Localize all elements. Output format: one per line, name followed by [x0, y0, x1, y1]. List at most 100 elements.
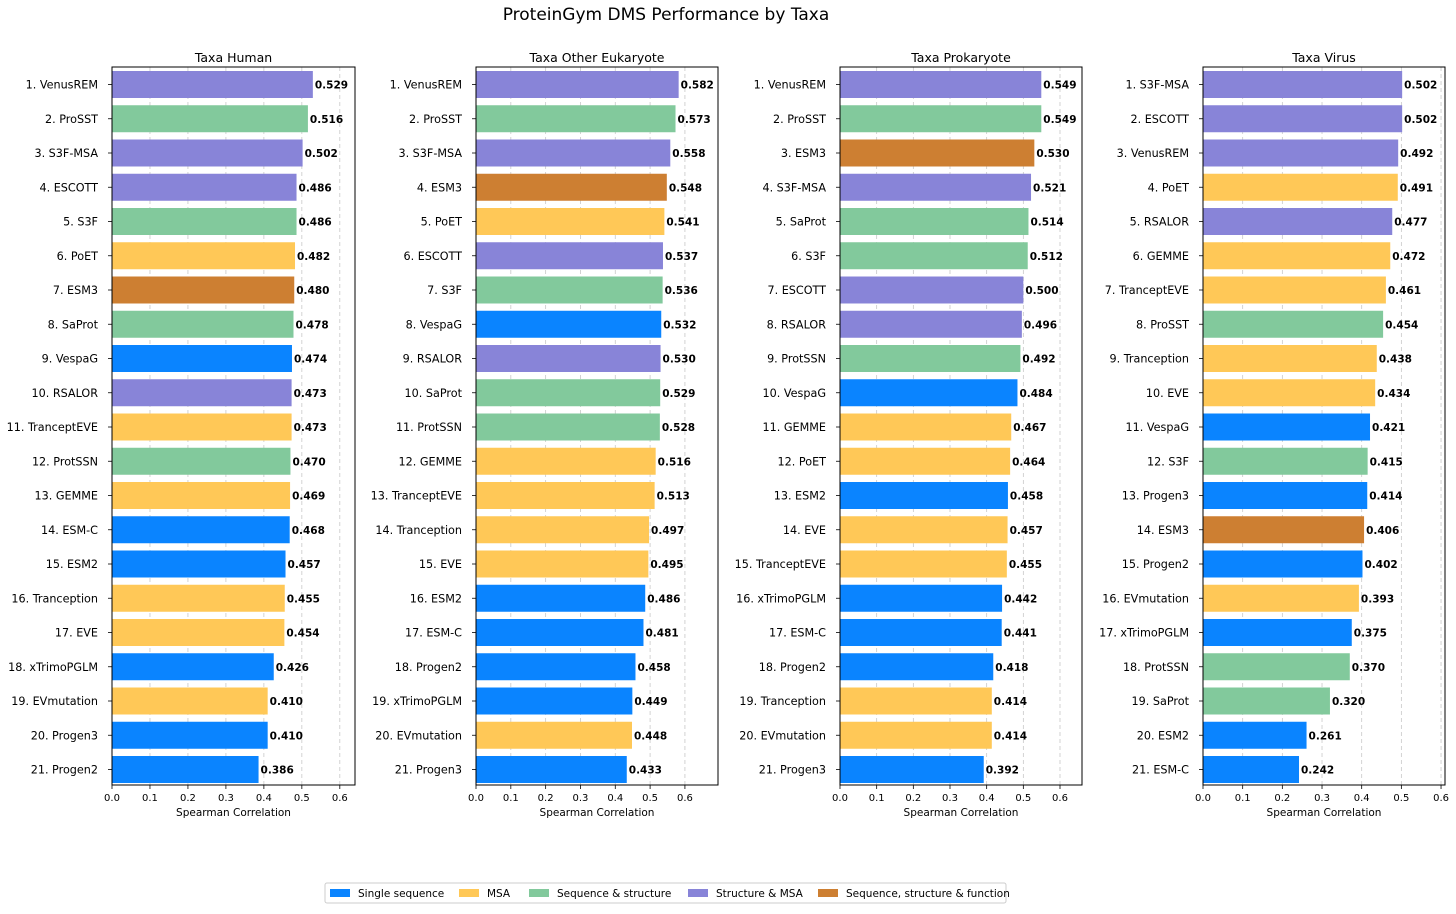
y-tick-label: 20. EVmutation	[375, 729, 462, 742]
bar-value-label: 0.513	[657, 491, 690, 503]
bar	[112, 276, 295, 304]
y-tick-label: 9. ProtSSN	[767, 353, 826, 366]
y-tick-label: 5. S3F	[63, 216, 98, 229]
bar-value-label: 0.370	[1352, 662, 1385, 674]
x-tick-label: 0.0	[104, 793, 120, 804]
bar-value-label: 0.477	[1394, 217, 1427, 229]
y-tick-label: 8. ProSST	[1136, 318, 1189, 331]
x-tick-label: 0.1	[142, 793, 158, 804]
bar-value-label: 0.454	[1385, 319, 1418, 331]
bar	[1203, 413, 1371, 441]
y-tick-label: 21. Progen3	[395, 764, 462, 777]
bar-value-label: 0.472	[1392, 251, 1425, 263]
y-tick-label: 20. Progen3	[31, 729, 98, 742]
y-tick-label: 4. ESM3	[417, 181, 462, 194]
bar	[1203, 105, 1403, 133]
bar	[840, 584, 1003, 612]
bar	[476, 242, 663, 270]
bar	[840, 413, 1012, 441]
bar-value-label: 0.491	[1400, 182, 1433, 194]
bar	[1203, 482, 1368, 509]
y-tick-label: 17. ESM-C	[405, 627, 462, 640]
y-tick-label: 16. EVmutation	[1102, 592, 1189, 605]
y-tick-label: 9. RSALOR	[403, 353, 463, 366]
legend-label: MSA	[487, 888, 511, 900]
y-tick-label: 3. S3F-MSA	[398, 147, 462, 160]
bar	[476, 379, 661, 407]
bar-value-label: 0.421	[1372, 422, 1405, 434]
bar-value-label: 0.402	[1364, 559, 1397, 571]
bar-value-label: 0.455	[1009, 559, 1042, 571]
bar	[840, 105, 1042, 133]
plot-frame	[839, 66, 1083, 786]
bar	[476, 105, 676, 133]
bar	[476, 413, 660, 441]
y-tick-label: 14. Tranception	[375, 524, 462, 537]
y-tick-label: 5. SaProt	[776, 216, 827, 229]
bar-value-label: 0.512	[1030, 251, 1063, 263]
y-tick-label: 8. VespaG	[406, 318, 462, 331]
bar-value-label: 0.415	[1370, 456, 1403, 468]
y-tick-label: 12. PoET	[778, 455, 827, 468]
bar	[840, 345, 1021, 372]
x-tick-label: 0.5	[294, 793, 310, 804]
bar	[476, 550, 649, 578]
bar-value-label: 0.474	[294, 354, 327, 366]
bar	[1203, 345, 1377, 372]
x-tick-label: 0.6	[1052, 793, 1068, 804]
y-tick-label: 1. VenusREM	[26, 79, 98, 92]
bar	[112, 619, 285, 646]
bar-value-label: 0.470	[292, 456, 325, 468]
bar	[840, 550, 1007, 578]
legend-box	[324, 882, 1007, 904]
chart-panel: Taxa Virus 0.0 0.1 0.2 0.3 0.4 0.5 0.6 1. S3F-MS…	[1099, 50, 1449, 819]
y-tick-label: 2. ProSST	[45, 113, 98, 126]
bar-value-label: 0.410	[270, 730, 303, 742]
y-tick-label: 19. Tranception	[739, 695, 826, 708]
x-tick-label: 0.1	[869, 793, 885, 804]
bar	[840, 242, 1028, 270]
bar	[112, 721, 268, 749]
y-tick-label: 6. PoET	[57, 250, 98, 263]
bar	[112, 550, 286, 578]
bar	[112, 482, 291, 509]
y-tick-label: 7. S3F	[427, 284, 462, 297]
bar-value-label: 0.536	[665, 285, 698, 297]
bar-value-label: 0.532	[663, 319, 696, 331]
bar	[476, 687, 633, 715]
y-tick-label: 14. ESM3	[1137, 524, 1189, 537]
bar	[112, 71, 313, 98]
x-tick-label: 0.2	[905, 793, 921, 804]
bar	[112, 413, 292, 441]
bar	[476, 173, 667, 201]
bar	[1203, 550, 1363, 578]
bar-value-label: 0.393	[1361, 593, 1394, 605]
bar-value-label: 0.548	[669, 182, 702, 194]
bar	[1203, 687, 1330, 715]
bar	[1203, 139, 1399, 167]
bar-value-label: 0.406	[1366, 525, 1399, 537]
bar-value-label: 0.457	[1010, 525, 1043, 537]
bar-value-label: 0.480	[296, 285, 329, 297]
plot-frame	[1202, 66, 1446, 786]
bar	[112, 447, 291, 475]
x-axis-label: Spearman Correlation	[1267, 807, 1382, 819]
bar-value-label: 0.529	[315, 80, 348, 92]
legend-swatch	[330, 889, 350, 897]
bar	[1203, 619, 1352, 646]
legend-label: Single sequence	[358, 888, 444, 900]
y-tick-label: 18. Progen2	[759, 661, 826, 674]
y-tick-label: 8. SaProt	[48, 318, 99, 331]
bar	[476, 721, 632, 749]
bar	[476, 516, 650, 544]
bar-value-label: 0.461	[1388, 285, 1421, 297]
bar	[840, 687, 992, 715]
bar	[1203, 208, 1393, 235]
x-tick-label: 0.3	[1314, 793, 1330, 804]
y-tick-label: 21. Progen3	[759, 764, 826, 777]
x-tick-label: 0.4	[1354, 793, 1370, 804]
bar	[1203, 71, 1403, 98]
y-tick-label: 3. S3F-MSA	[34, 147, 98, 160]
y-tick-label: 10. SaProt	[405, 387, 463, 400]
bar-value-label: 0.418	[995, 662, 1028, 674]
